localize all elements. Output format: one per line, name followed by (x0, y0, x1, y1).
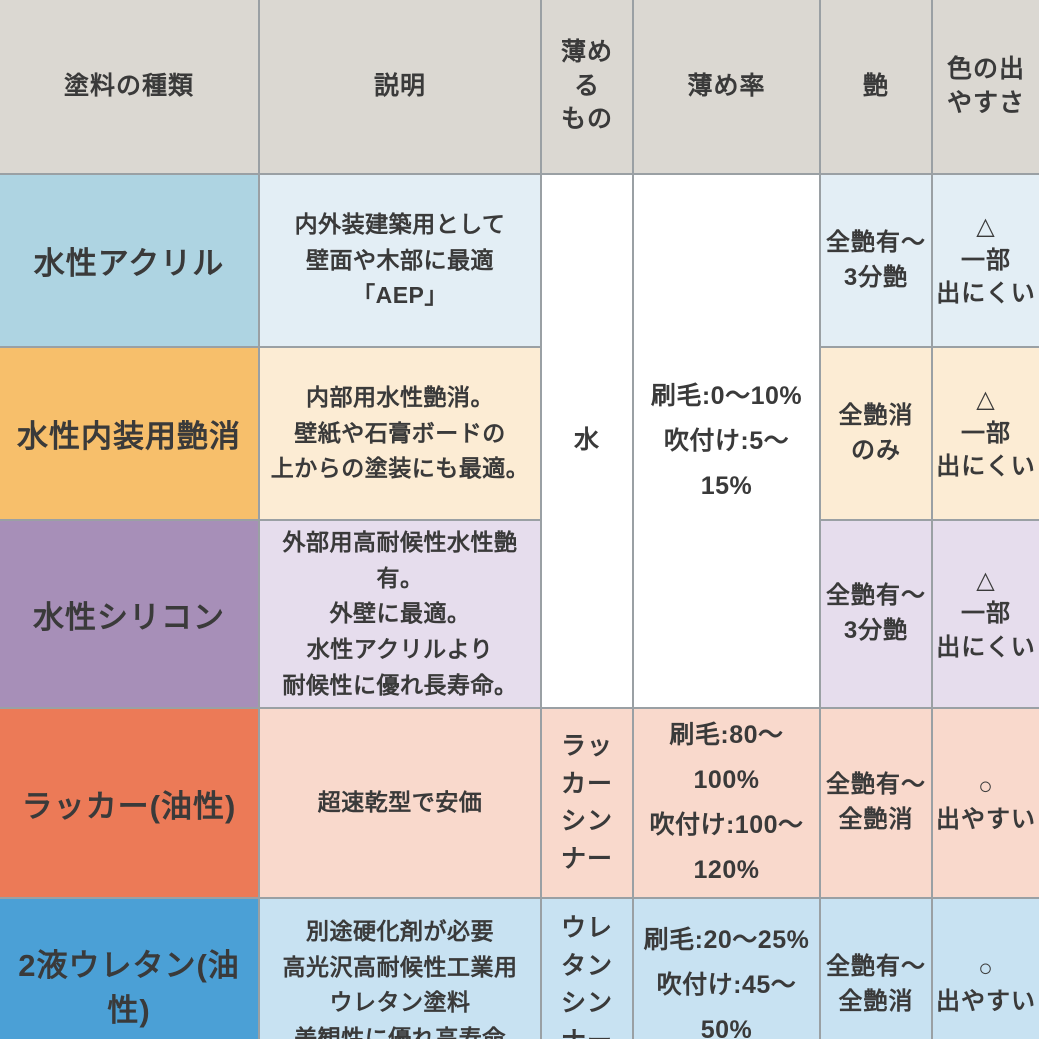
cell-paint-type: 2液ウレタン(油性) (0, 897, 260, 1039)
cell-description: 内外装建築用として 壁面や木部に最適「AEP」 (258, 173, 542, 348)
row-water-interior-matte: 水性内装用艶消 内部用水性艶消。 壁紙や石膏ボードの 上からの塗装にも最適。 全… (0, 346, 1039, 521)
cell-ratio-merged: 刷毛:0〜10% 吹付け:5〜15% (632, 172, 821, 710)
cell-color-ease: △ 一部 出にくい (931, 346, 1039, 521)
cell-gloss: 全艶有〜 全艶消 (819, 897, 933, 1039)
cell-gloss: 全艶有〜 3分艶 (819, 173, 933, 348)
cell-paint-type: 水性シリコン (0, 518, 260, 710)
cell-color-ease: △ 一部 出にくい (931, 518, 1039, 710)
cell-gloss: 全艶有〜 3分艶 (819, 518, 933, 710)
cell-description: 外部用高耐候性水性艶有。 外壁に最適。 水性アクリルより 耐候性に優れ長寿命。 (258, 518, 542, 710)
header-row: 塗料の種類 説明 薄める もの 薄め率 艶 色の出 やすさ (0, 0, 1039, 175)
cell-paint-type: 水性アクリル (0, 173, 260, 348)
col-header-ratio: 薄め率 (632, 0, 821, 175)
cell-paint-type: 水性内装用艶消 (0, 346, 260, 521)
cell-gloss: 全艶消 のみ (819, 346, 933, 521)
col-header-color-ease: 色の出 やすさ (931, 0, 1039, 175)
cell-color-ease: ○ 出やすい (931, 897, 1039, 1039)
cell-thinner: ウレタン シンナー (540, 897, 634, 1039)
row-two-part-urethane-oil: 2液ウレタン(油性) 別途硬化剤が必要 高光沢高耐候性工業用 ウレタン塗料 美観… (0, 897, 1039, 1039)
col-header-thinner: 薄める もの (540, 0, 634, 175)
cell-thinner-merged: 水 (540, 172, 634, 710)
cell-gloss: 全艶有〜 全艶消 (819, 707, 933, 900)
cell-description: 内部用水性艶消。 壁紙や石膏ボードの 上からの塗装にも最適。 (258, 346, 542, 521)
cell-ratio: 刷毛:20〜25% 吹付け:45〜50% (632, 897, 821, 1039)
row-water-silicone: 水性シリコン 外部用高耐候性水性艶有。 外壁に最適。 水性アクリルより 耐候性に… (0, 518, 1039, 710)
cell-description: 超速乾型で安価 (258, 707, 542, 900)
cell-color-ease: △ 一部 出にくい (931, 173, 1039, 348)
col-header-gloss: 艶 (819, 0, 933, 175)
cell-thinner: ラッカー シンナー (540, 707, 634, 900)
cell-ratio: 刷毛:80〜100% 吹付け:100〜120% (632, 707, 821, 900)
row-water-acrylic: 水性アクリル 内外装建築用として 壁面や木部に最適「AEP」 水 刷毛:0〜10… (0, 172, 1039, 710)
cell-description: 別途硬化剤が必要 高光沢高耐候性工業用 ウレタン塗料 美観性に優れ高寿命 (258, 897, 542, 1039)
row-lacquer-oil: ラッカー(油性) 超速乾型で安価 ラッカー シンナー 刷毛:80〜100% 吹付… (0, 707, 1039, 900)
col-header-paint-type: 塗料の種類 (0, 0, 260, 175)
col-header-description: 説明 (258, 0, 542, 175)
cell-color-ease: ○ 出やすい (931, 707, 1039, 900)
cell-paint-type: ラッカー(油性) (0, 707, 260, 900)
